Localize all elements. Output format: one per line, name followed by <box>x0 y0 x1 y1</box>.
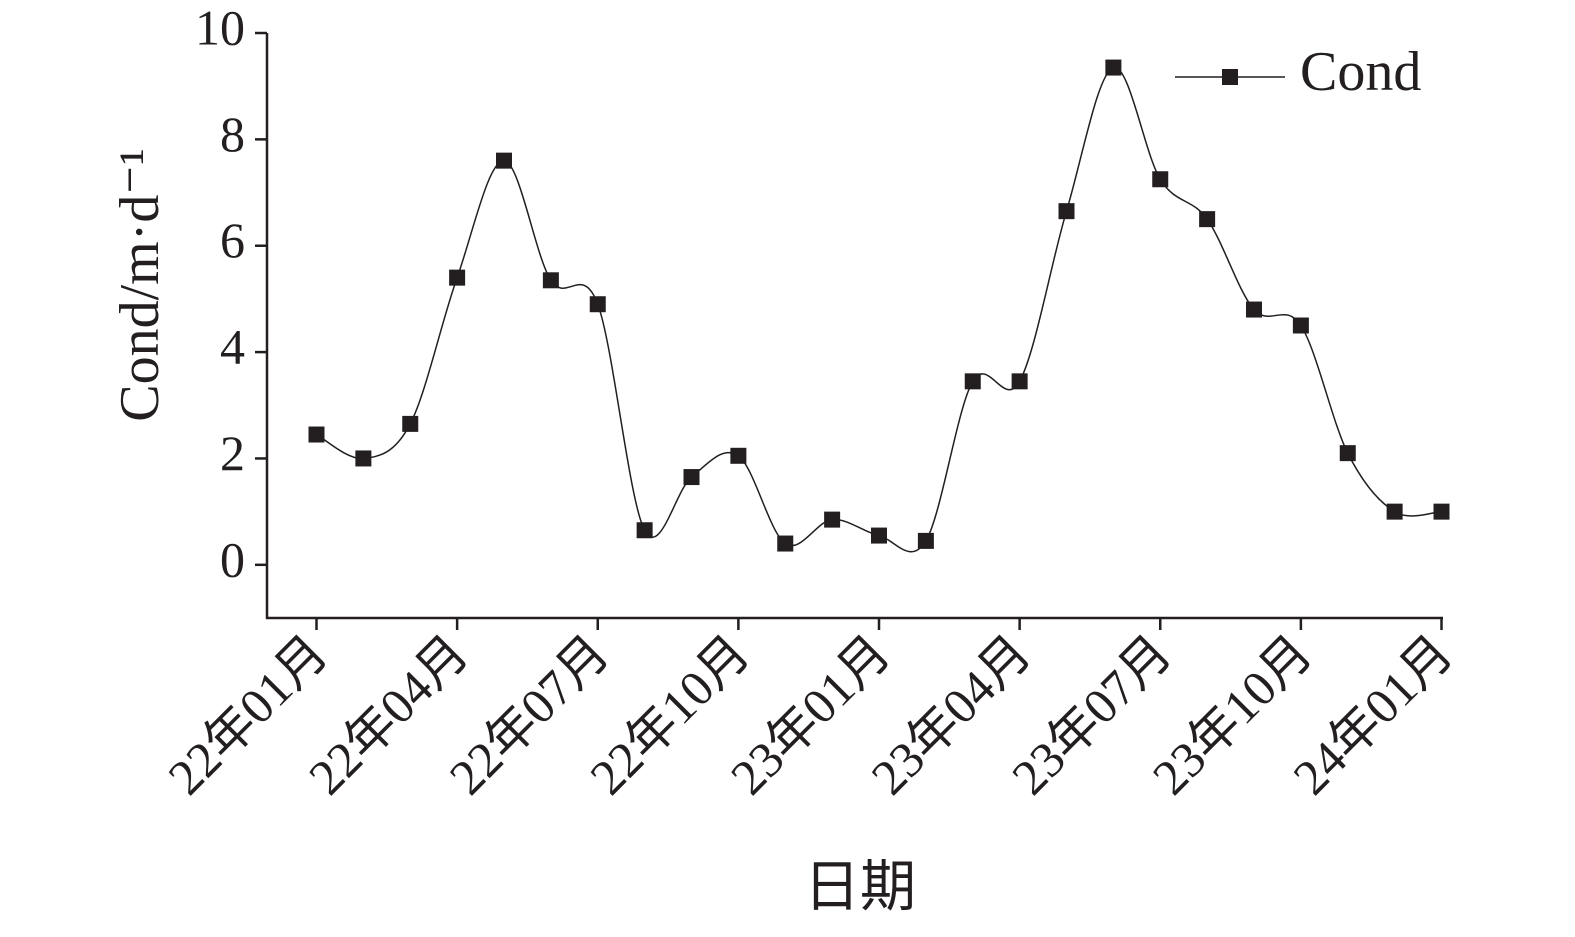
marker <box>355 450 372 467</box>
marker <box>1339 445 1356 462</box>
marker <box>1105 59 1122 76</box>
marker <box>824 511 841 528</box>
legend-label: Cond <box>1300 41 1421 103</box>
y-tick-label: 10 <box>195 0 245 55</box>
y-tick-label: 2 <box>220 425 245 481</box>
marker <box>496 152 512 169</box>
marker <box>917 532 934 549</box>
y-tick-label: 6 <box>220 212 245 268</box>
marker <box>1386 503 1403 520</box>
axes <box>265 33 1443 620</box>
marker <box>308 426 325 443</box>
marker <box>683 469 700 486</box>
marker <box>730 447 747 464</box>
y-tick-label: 0 <box>220 531 245 587</box>
marker <box>777 535 794 552</box>
marker <box>964 373 981 390</box>
marker <box>1152 171 1169 188</box>
x-axis-title: 日期 <box>804 857 916 919</box>
marker <box>402 415 419 432</box>
y-tick-label: 8 <box>220 106 245 162</box>
marker <box>1011 373 1028 390</box>
marker <box>1246 301 1262 318</box>
legend-marker <box>1222 69 1238 85</box>
marker <box>542 272 559 289</box>
y-tick-label: 4 <box>220 319 245 375</box>
marker <box>871 527 887 544</box>
marker <box>449 269 466 286</box>
marker <box>1058 203 1075 220</box>
marker <box>1433 503 1450 520</box>
marker <box>589 296 606 313</box>
series-line <box>316 66 1442 553</box>
marker <box>636 522 653 539</box>
marker <box>1292 317 1309 334</box>
marker <box>1199 211 1216 228</box>
y-axis-title: Cond/m·d⁻¹ <box>109 148 171 421</box>
